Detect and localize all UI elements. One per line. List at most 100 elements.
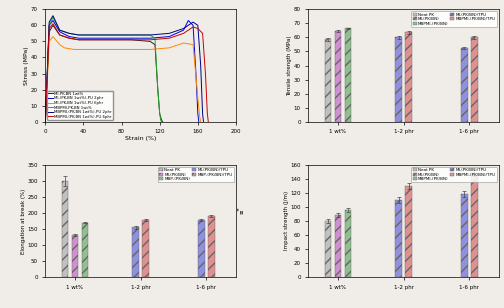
MBPMI-PK-BN 1wt% [158, 118, 164, 122]
Bar [461, 194, 468, 277]
MI-(PK-BN 1wt%)-PU 2phr [90, 36, 96, 40]
Bar [208, 216, 215, 277]
Bar [325, 221, 331, 277]
MI-(PK-BN 1wt%)-PU 2phr [42, 120, 48, 124]
MBPMI-PK-BN 1wt% [56, 28, 62, 32]
MBPMI-(PK-BN 1wt%)-PU 6phr [109, 38, 115, 42]
MI-(PK-BN 1wt%)-PU 2phr [128, 36, 134, 40]
MBPMI-(PK-BN 1wt%)-PU 6phr [46, 27, 52, 30]
MBPMI-PK-BN 1wt% [90, 33, 96, 37]
Line: MBPMI-(PK-BN 1wt%)-PU 2phr: MBPMI-(PK-BN 1wt%)-PU 2phr [45, 16, 204, 122]
MI-(PK-BN 1wt%)-PU 6phr [166, 46, 172, 50]
Legend: Neat PK, MI-(PK/BN), MBP-(PK/BN), MI-(PK/BN)/TPU, MBP-(PK/BN)/TPU: Neat PK, MI-(PK/BN), MBP-(PK/BN), MI-(PK… [158, 167, 234, 182]
Legend: MI-PK-BN 1wt%, MI-(PK-BN 1wt%)-PU 2phr, MI-(PK-BN 1wt%)-PU 6phr, MBPMI-PK-BN 1wt: MI-PK-BN 1wt%, MI-(PK-BN 1wt%)-PU 2phr, … [47, 91, 113, 120]
MBPMI-(PK-BN 1wt%)-PU 2phr [195, 23, 201, 27]
MI-PK-BN 1wt% [152, 43, 158, 47]
MI-(PK-BN 1wt%)-PU 2phr [56, 30, 62, 34]
MI-(PK-BN 1wt%)-PU 6phr [147, 48, 153, 51]
MI-(PK-BN 1wt%)-PU 6phr [128, 48, 134, 51]
Line: MBPMI-(PK-BN 1wt%)-PU 6phr: MBPMI-(PK-BN 1wt%)-PU 6phr [45, 24, 208, 122]
Legend: Neat PK, MI-(PK/BN), MBPMI-(PK/BN), MI-(PK/BN)/TPU, MBPMI-(PK/BN)/TPU: Neat PK, MI-(PK/BN), MBPMI-(PK/BN), MI-(… [411, 11, 497, 27]
MBPMI-(PK-BN 1wt%)-PU 6phr [200, 31, 206, 35]
Bar [405, 186, 412, 277]
Bar [396, 200, 402, 277]
Line: MI-(PK-BN 1wt%)-PU 6phr: MI-(PK-BN 1wt%)-PU 6phr [45, 37, 201, 122]
MI-(PK-BN 1wt%)-PU 6phr [90, 48, 96, 51]
MBPMI-(PK-BN 1wt%)-PU 6phr [128, 38, 134, 42]
MI-PK-BN 1wt% [46, 30, 52, 34]
MI-(PK-BN 1wt%)-PU 6phr [71, 48, 77, 51]
Bar [72, 235, 78, 277]
MBPMI-(PK-BN 1wt%)-PU 2phr [166, 31, 172, 35]
MBPMI-(PK-BN 1wt%)-PU 6phr [56, 33, 62, 37]
MBPMI-(PK-BN 1wt%)-PU 6phr [50, 22, 56, 26]
MI-(PK-BN 1wt%)-PU 6phr [197, 115, 203, 119]
MBPMI-(PK-BN 1wt%)-PU 2phr [180, 27, 186, 30]
MI-(PK-BN 1wt%)-PU 6phr [190, 43, 196, 47]
Bar [62, 181, 69, 277]
MI-(PK-BN 1wt%)-PU 2phr [147, 36, 153, 40]
MBPMI-(PK-BN 1wt%)-PU 2phr [109, 33, 115, 37]
MI-PK-BN 1wt% [159, 118, 165, 122]
MI-(PK-BN 1wt%)-PU 2phr [109, 36, 115, 40]
X-axis label: Strain (%): Strain (%) [125, 136, 156, 141]
MI-(PK-BN 1wt%)-PU 2phr [180, 28, 186, 32]
MI-PK-BN 1wt% [160, 120, 166, 124]
Bar [325, 39, 331, 122]
MI-PK-BN 1wt% [128, 38, 134, 42]
MBPMI-PK-BN 1wt% [155, 88, 161, 91]
Bar [142, 220, 149, 277]
MBPMI-PK-BN 1wt% [128, 33, 134, 37]
MI-PK-BN 1wt% [42, 120, 48, 124]
MI-(PK-BN 1wt%)-PU 2phr [196, 120, 202, 124]
MBPMI-(PK-BN 1wt%)-PU 6phr [180, 31, 186, 35]
MBPMI-(PK-BN 1wt%)-PU 6phr [42, 120, 48, 124]
MBPMI-PK-BN 1wt% [50, 15, 56, 19]
MBPMI-(PK-BN 1wt%)-PU 6phr [190, 25, 196, 29]
MBPMI-(PK-BN 1wt%)-PU 2phr [190, 20, 196, 24]
MI-(PK-BN 1wt%)-PU 2phr [50, 19, 56, 22]
Bar [345, 210, 351, 277]
Bar [345, 28, 351, 122]
Y-axis label: Stress (MPa): Stress (MPa) [24, 46, 29, 85]
MBPMI-(PK-BN 1wt%)-PU 2phr [147, 33, 153, 37]
Bar [471, 37, 478, 122]
MI-(PK-BN 1wt%)-PU 6phr [61, 46, 68, 50]
MBPMI-(PK-BN 1wt%)-PU 2phr [46, 20, 52, 24]
Bar [133, 227, 139, 277]
MI-PK-BN 1wt% [56, 33, 62, 37]
Y-axis label: Elongation at break (%): Elongation at break (%) [21, 188, 26, 253]
MI-(PK-BN 1wt%)-PU 2phr [190, 23, 196, 27]
Y-axis label: Tensile strength (MPa): Tensile strength (MPa) [287, 35, 292, 96]
MI-(PK-BN 1wt%)-PU 6phr [42, 120, 48, 124]
MI-(PK-BN 1wt%)-PU 2phr [166, 35, 172, 38]
MBPMI-(PK-BN 1wt%)-PU 6phr [90, 38, 96, 42]
MI-(PK-BN 1wt%)-PU 2phr [66, 35, 72, 38]
MI-(PK-BN 1wt%)-PU 2phr [195, 112, 201, 116]
MBPMI-(PK-BN 1wt%)-PU 6phr [195, 27, 201, 30]
MI-(PK-BN 1wt%)-PU 6phr [109, 48, 115, 51]
Y-axis label: Impact strength (J/m): Impact strength (J/m) [284, 191, 289, 250]
MBPMI-(PK-BN 1wt%)-PU 2phr [50, 14, 56, 18]
Bar [335, 215, 341, 277]
MI-(PK-BN 1wt%)-PU 2phr [193, 72, 199, 75]
MI-PK-BN 1wt% [66, 36, 72, 40]
Bar [335, 31, 341, 122]
MBPMI-(PK-BN 1wt%)-PU 6phr [76, 38, 82, 42]
MBPMI-(PK-BN 1wt%)-PU 2phr [66, 31, 72, 35]
MI-(PK-BN 1wt%)-PU 6phr [56, 43, 62, 47]
MI-PK-BN 1wt% [157, 112, 163, 116]
Line: MBPMI-PK-BN 1wt%: MBPMI-PK-BN 1wt% [45, 17, 162, 122]
MBPMI-PK-BN 1wt% [66, 31, 72, 35]
MBPMI-(PK-BN 1wt%)-PU 2phr [198, 64, 204, 67]
MI-PK-BN 1wt% [147, 39, 153, 43]
MI-(PK-BN 1wt%)-PU 6phr [198, 120, 204, 124]
MI-PK-BN 1wt% [76, 38, 82, 42]
MI-(PK-BN 1wt%)-PU 6phr [50, 35, 56, 38]
MI-PK-BN 1wt% [155, 88, 161, 91]
MBPMI-PK-BN 1wt% [147, 33, 153, 37]
MI-PK-BN 1wt% [90, 38, 96, 42]
MBPMI-(PK-BN 1wt%)-PU 2phr [56, 28, 62, 32]
Bar [198, 220, 205, 277]
MI-PK-BN 1wt% [109, 38, 115, 42]
